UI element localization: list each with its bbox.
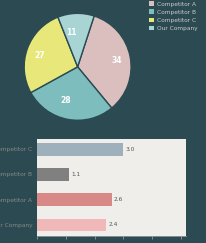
Text: 2.6: 2.6 <box>114 197 123 202</box>
Text: 11: 11 <box>66 28 76 37</box>
Legend: Competitor A, Competitor B, Competitor C, Our Company: Competitor A, Competitor B, Competitor C… <box>147 0 198 32</box>
Wedge shape <box>58 13 94 67</box>
Text: 2.4: 2.4 <box>108 223 117 227</box>
Bar <box>37 168 68 181</box>
Wedge shape <box>31 67 111 120</box>
Text: 1.1: 1.1 <box>71 172 80 177</box>
Text: 34: 34 <box>111 56 122 65</box>
Bar <box>37 219 105 231</box>
Wedge shape <box>77 16 130 108</box>
Bar <box>37 193 111 206</box>
Text: 28: 28 <box>60 96 71 105</box>
Wedge shape <box>24 17 77 93</box>
Bar <box>37 143 123 156</box>
Text: 27: 27 <box>34 51 45 60</box>
Text: 3.0: 3.0 <box>125 147 134 152</box>
